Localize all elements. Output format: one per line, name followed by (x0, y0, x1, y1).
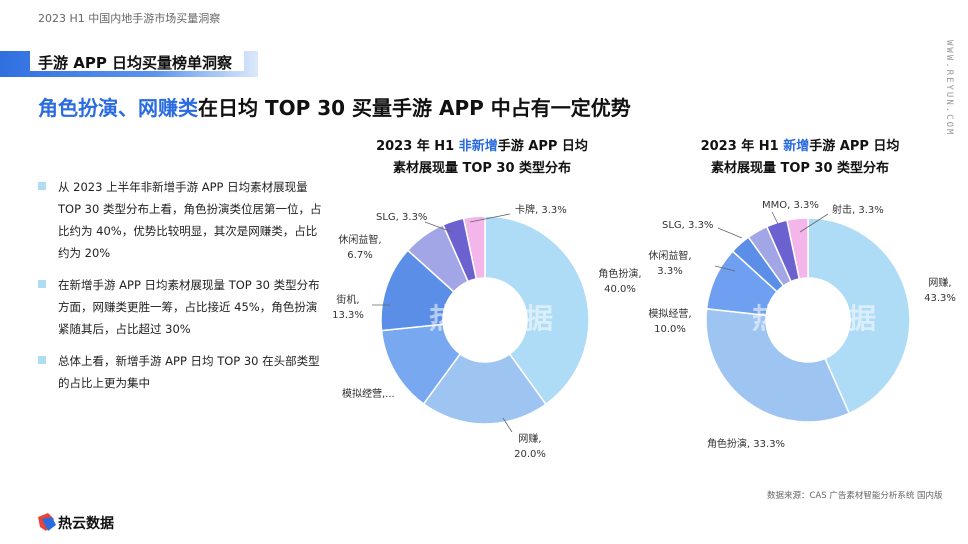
bullet-item: 总体上看，新增手游 APP 日均 TOP 30 在头部类型的占比上更为集中 (36, 350, 326, 394)
donut-slice (462, 215, 486, 280)
slice-label: 角色扮演, (598, 267, 641, 280)
left-title-pre: 2023 年 H1 (376, 139, 459, 154)
left-chart-title-line2: 素材展现量 TOP 30 类型分布 (392, 161, 572, 176)
slice-label: 角色扮演, 33.3% (707, 437, 785, 450)
slice-value-label: 3.3% (657, 266, 682, 277)
right-chart-title-line1: 2023 年 H1 新增手游 APP 日均 (690, 136, 910, 158)
leader-line (502, 417, 513, 433)
bullet-list: 从 2023 上半年非新增手游 APP 日均素材展现量 TOP 30 类型分布上… (36, 176, 326, 404)
bullet-item: 从 2023 上半年非新增手游 APP 日均素材展现量 TOP 30 类型分布上… (36, 176, 326, 264)
bullet-text: 在新增手游 APP 日均素材展现量 TOP 30 类型分布方面，网赚类更胜一筹，… (58, 278, 320, 336)
slice-value-label: 20.0% (514, 449, 546, 460)
bullet-item: 在新增手游 APP 日均素材展现量 TOP 30 类型分布方面，网赚类更胜一筹，… (36, 274, 326, 340)
slice-label: SLG, 3.3% (662, 220, 713, 231)
slice-value-label: 43.3% (924, 293, 956, 304)
right-chart-title: 2023 年 H1 新增手游 APP 日均 素材展现量 TOP 30 类型分布 (690, 136, 910, 180)
slice-label: SLG, 3.3% (376, 212, 427, 223)
slice-label: 网赚, (518, 432, 541, 445)
right-title-pre: 2023 年 H1 (700, 139, 784, 154)
left-chart-title-line1: 2023 年 H1 非新增手游 APP 日均 (372, 136, 592, 158)
headline-highlight: 角色扮演、网赚类 (38, 96, 198, 120)
bullet-text: 总体上看，新增手游 APP 日均 TOP 30 在头部类型的占比上更为集中 (58, 354, 320, 390)
slice-label: MMO, 3.3% (762, 200, 819, 211)
donut-slice (422, 352, 547, 425)
side-url: WWW.REYUN.COM (944, 40, 954, 137)
left-title-post: 手游 APP 日均 (497, 139, 588, 154)
leader-line (424, 221, 453, 233)
right-title-highlight: 新增 (783, 139, 810, 154)
slice-label: 卡牌, 3.3% (515, 203, 567, 216)
right-title-post: 手游 APP 日均 (809, 139, 900, 154)
left-title-highlight: 非新增 (458, 139, 498, 154)
bullet-text: 从 2023 上半年非新增手游 APP 日均素材展现量 TOP 30 类型分布上… (58, 180, 322, 260)
logo-text: 热云数据 (58, 516, 114, 532)
leader-line (799, 213, 829, 233)
bullet-marker (38, 280, 46, 288)
leader-line (771, 211, 779, 225)
donut-slice (807, 217, 911, 415)
right-chart-title-line2: 素材展现量 TOP 30 类型分布 (710, 161, 890, 176)
bullet-marker (38, 356, 46, 364)
headline: 角色扮演、网赚类在日均 TOP 30 买量手游 APP 中占有一定优势 (38, 92, 631, 121)
slice-value-label: 13.3% (332, 310, 364, 321)
slice-value-label: 40.0% (604, 284, 636, 295)
source-note: 数据来源：CAS 广告素材智能分析系统 国内版 (767, 491, 943, 501)
slice-label: 休闲益智, (648, 249, 691, 262)
slice-label: 射击, 3.3% (832, 204, 884, 216)
section-title: 手游 APP 日均买量榜单洞察 (38, 54, 233, 72)
section-bar-mask (30, 49, 244, 71)
report-title: 2023 H1 中国内地手游市场买量洞察 (38, 12, 221, 25)
slice-label: 模拟经营, (648, 307, 691, 320)
slice-value-label: 10.0% (654, 324, 686, 335)
donut-slice (484, 215, 590, 406)
slice-label: 网赚, (928, 276, 951, 289)
slice-label: 模拟经营,... (342, 387, 395, 400)
donut-chart-0: 角色扮演, 40.0% 网赚, 20.0% 模拟经营,... 街机, 13.3% 休闲益智, 6… (332, 203, 641, 460)
leader-line (717, 227, 743, 239)
donut-chart-1: 网赚, 43.3% 角色扮演, 33.3% 模拟经营, 10.0% 休闲益智, 3.3% SL… (648, 200, 955, 450)
leader-line (714, 265, 736, 272)
leader-line (364, 389, 383, 393)
leader-line (469, 213, 511, 223)
slice-label: 街机, (336, 293, 359, 306)
watermark-text: 热云数据 (429, 302, 557, 335)
left-chart-title: 2023 年 H1 非新增手游 APP 日均 素材展现量 TOP 30 类型分布 (372, 136, 592, 180)
slice-value-label: 6.7% (347, 250, 372, 261)
headline-rest: 在日均 TOP 30 买量手游 APP 中占有一定优势 (198, 96, 631, 120)
bullet-marker (38, 182, 46, 190)
watermark-text: 热云数据 (752, 302, 880, 335)
donut-slice (705, 307, 851, 423)
donut-slice (786, 217, 809, 280)
brand-logo-icon (38, 513, 56, 531)
slice-label: 休闲益智, (338, 233, 381, 246)
